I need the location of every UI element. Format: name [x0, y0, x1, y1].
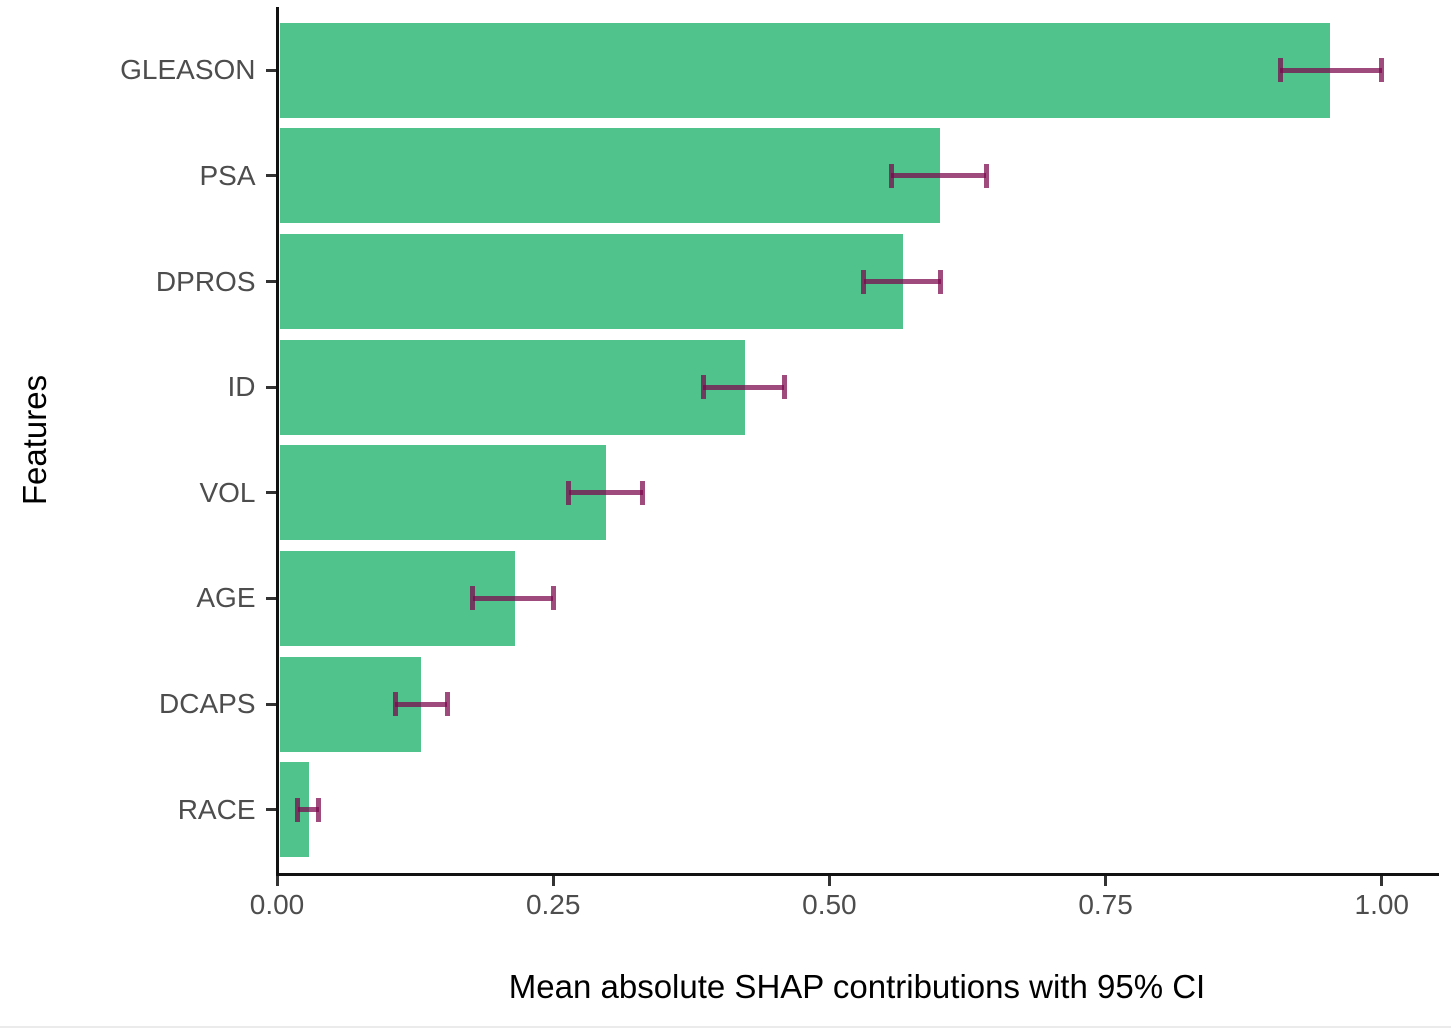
y-tick-id	[265, 385, 276, 389]
x-tick-label-0.75: 0.75	[1078, 889, 1133, 920]
y-tick-label-id: ID	[227, 371, 256, 403]
y-tick-age	[265, 596, 276, 600]
errorbar-cap-high-age	[550, 586, 556, 611]
x-tick-label-0.25: 0.25	[525, 889, 581, 920]
y-tick-dpros	[265, 280, 276, 284]
errorbar-cap-high-dpros	[938, 269, 944, 294]
errorbar-cap-high-gleason	[1379, 58, 1385, 83]
y-tick-gleason	[265, 68, 276, 72]
y-axis-line	[275, 7, 279, 876]
x-axis-line	[275, 873, 1439, 876]
y-tick-psa	[265, 174, 276, 178]
bar-gleason	[280, 22, 1330, 118]
errorbar-cap-high-race	[316, 797, 322, 822]
errorbar-cap-low-dcaps	[392, 692, 398, 717]
errorbar-cap-low-gleason	[1277, 58, 1283, 83]
errorbar-cap-high-id	[781, 375, 787, 400]
errorbar-cap-low-race	[295, 797, 301, 822]
x-tick-label-1.00: 1.00	[1354, 889, 1410, 920]
errorbar-cap-high-dcaps	[444, 692, 450, 717]
bar-dpros	[280, 234, 904, 330]
errorbar-line-race	[297, 807, 319, 813]
y-tick-label-dpros: DPROS	[155, 265, 256, 297]
errorbar-line-age	[472, 595, 554, 601]
x-tick-0.75	[1104, 876, 1108, 886]
x-tick-label-0.50: 0.50	[802, 889, 857, 920]
errorbar-cap-low-dpros	[861, 269, 867, 294]
y-tick-race	[265, 808, 276, 812]
errorbar-cap-high-vol	[640, 480, 646, 505]
x-tick-0.50	[827, 876, 831, 886]
y-tick-label-vol: VOL	[199, 476, 256, 508]
y-tick-label-gleason: GLEASON	[120, 54, 256, 86]
errorbar-line-dpros	[863, 279, 941, 285]
bar-id	[280, 339, 746, 435]
x-tick-1.00	[1380, 876, 1384, 886]
y-tick-label-race: RACE	[177, 793, 256, 825]
figure-bottom-border	[0, 1026, 1451, 1028]
errorbar-cap-low-age	[470, 586, 476, 611]
errorbar-cap-low-id	[700, 375, 706, 400]
y-tick-vol	[265, 491, 276, 495]
y-tick-dcaps	[265, 702, 276, 706]
x-tick-0.00	[275, 876, 279, 886]
errorbar-line-vol	[568, 490, 643, 496]
y-tick-label-age: AGE	[196, 582, 256, 614]
y-tick-label-dcaps: DCAPS	[159, 688, 256, 720]
errorbar-line-id	[703, 384, 785, 390]
errorbar-cap-high-psa	[983, 163, 989, 188]
x-axis-title: Mean absolute SHAP contributions with 95…	[508, 968, 1206, 1005]
x-tick-label-0.00: 0.00	[249, 889, 305, 920]
errorbar-cap-low-psa	[888, 163, 894, 188]
y-tick-label-psa: PSA	[199, 159, 256, 191]
errorbar-cap-low-vol	[566, 480, 572, 505]
bar-vol	[280, 445, 607, 541]
errorbar-line-psa	[891, 173, 987, 179]
errorbar-line-gleason	[1280, 67, 1382, 73]
bar-psa	[280, 128, 940, 224]
errorbar-line-dcaps	[395, 701, 448, 707]
x-tick-0.25	[551, 876, 555, 886]
